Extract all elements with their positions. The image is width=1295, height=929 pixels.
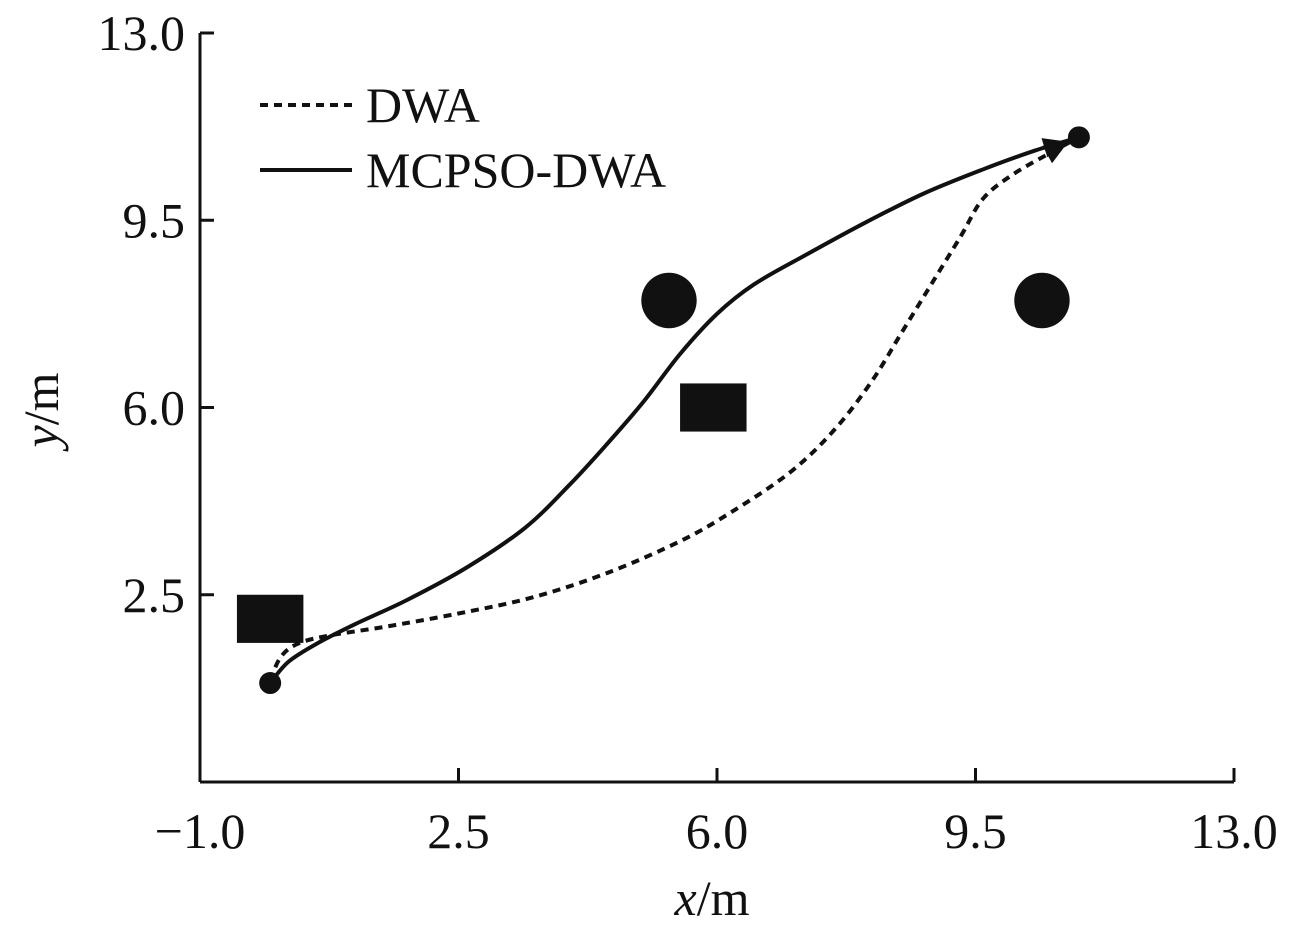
- x-tick-label: 9.5: [944, 803, 1007, 859]
- y-tick-label: 13.0: [98, 5, 186, 61]
- series-arrowhead-mcpso-dwa: [1041, 138, 1066, 158]
- x-axis-title: x/m: [674, 870, 750, 926]
- y-axis-title: y/m: [13, 372, 69, 452]
- endpoint-goal-marker: [1067, 126, 1090, 149]
- y-tick-label: 2.5: [123, 567, 186, 623]
- x-tick-label: −1.0: [155, 803, 246, 859]
- obstacle-circle: [1014, 272, 1070, 329]
- obstacle-square: [236, 594, 304, 643]
- y-ticks: 13.0 9.5 6.0 2.5: [98, 5, 214, 623]
- legend-label-dwa: DWA: [366, 77, 480, 133]
- series-line-dwa: [268, 135, 1080, 682]
- series-group: [268, 135, 1080, 685]
- y-axis-unit: /m: [13, 372, 69, 425]
- y-tick-label: 9.5: [123, 192, 186, 248]
- x-tick-label: 2.5: [427, 803, 490, 859]
- legend: DWA MCPSO-DWA: [260, 77, 666, 198]
- y-axis-var: y: [13, 425, 69, 453]
- obstacle-circle: [641, 272, 697, 329]
- endpoint-start-marker: [259, 672, 282, 695]
- y-tick-label: 6.0: [123, 380, 186, 436]
- x-axis-var: x: [674, 870, 697, 926]
- x-ticks: −1.0 2.5 6.0 9.5 13.0: [155, 768, 1278, 859]
- x-tick-label: 13.0: [1190, 803, 1278, 859]
- obstacles: [236, 272, 1070, 643]
- x-tick-label: 6.0: [686, 803, 749, 859]
- obstacle-square: [680, 383, 747, 432]
- endpoints: [259, 126, 1090, 695]
- legend-label-mcpso-dwa: MCPSO-DWA: [366, 142, 666, 198]
- series-line-mcpso-dwa: [268, 135, 1080, 685]
- x-axis-unit: /m: [697, 870, 750, 926]
